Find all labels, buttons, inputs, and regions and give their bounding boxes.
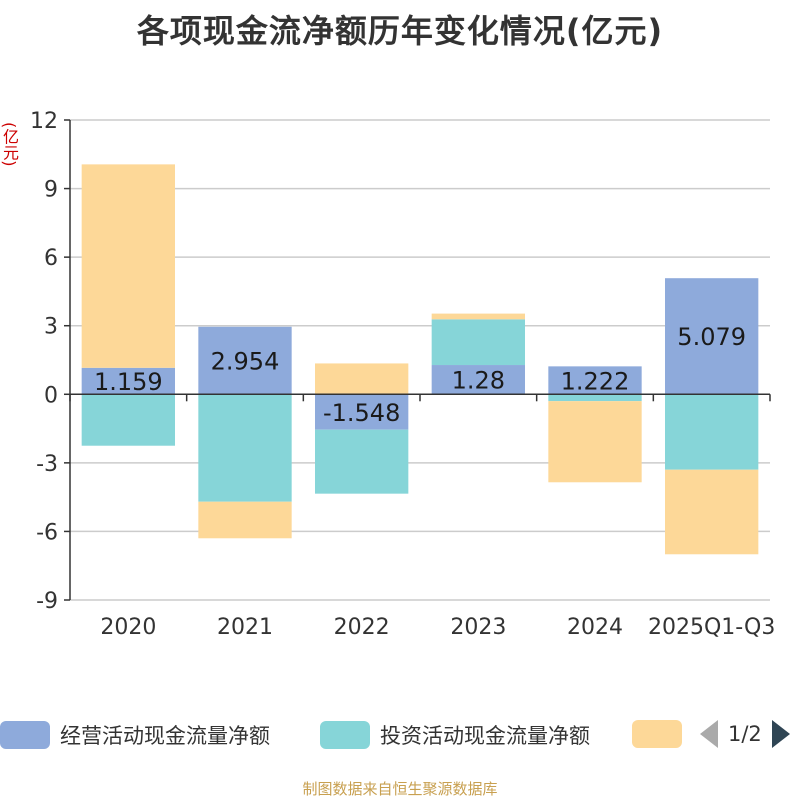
bar-financing[interactable] <box>315 363 409 395</box>
data-label: 5.079 <box>677 323 746 351</box>
bar-operating[interactable] <box>198 326 292 395</box>
legend-label-investing: 投资活动现金流量净额 <box>380 724 590 748</box>
legend-item-financing[interactable] <box>632 720 682 748</box>
y-tick-label: -9 <box>36 589 58 614</box>
x-tick-label: 2024 <box>567 615 623 640</box>
data-source-note: 制图数据来自恒生聚源数据库 <box>302 780 498 798</box>
x-tick-label: 2020 <box>100 615 156 640</box>
legend-item-operating[interactable]: 经营活动现金流量净额 <box>0 720 270 750</box>
bar-operating[interactable] <box>665 278 759 395</box>
grid-lines <box>70 119 770 601</box>
y-axis-unit-label: (亿元) <box>0 122 19 167</box>
legend-page-indicator: 1/2 <box>728 722 762 746</box>
legend: 经营活动现金流量净额 投资活动现金流量净额 1/2 <box>0 716 800 756</box>
bar-financing[interactable] <box>665 469 759 555</box>
legend-swatch-investing <box>320 721 370 749</box>
x-tick-label: 2025Q1-Q3 <box>648 615 775 640</box>
y-tick-label: 9 <box>44 178 58 203</box>
bar-investing[interactable] <box>81 394 175 446</box>
data-label: 1.159 <box>94 368 163 396</box>
legend-next-icon[interactable] <box>771 720 790 748</box>
bar-operating[interactable] <box>81 367 175 395</box>
chart-title: 各项现金流净额历年变化情况(亿元) <box>136 12 664 50</box>
bar-financing[interactable] <box>431 313 525 320</box>
bar-investing[interactable] <box>665 394 759 470</box>
bar-operating[interactable] <box>315 394 409 430</box>
data-label: -1.548 <box>323 399 400 427</box>
bar-financing[interactable] <box>81 164 175 368</box>
y-tick-label: 12 <box>30 109 58 134</box>
y-tick-label: -6 <box>36 520 58 545</box>
bar-financing[interactable] <box>548 401 642 483</box>
legend-prev-icon[interactable] <box>700 720 718 748</box>
bar-series <box>81 164 759 555</box>
bar-operating[interactable] <box>431 365 525 395</box>
y-tick-label: -3 <box>36 452 58 477</box>
y-tick-label: 0 <box>44 383 58 408</box>
axes: 12 9 6 3 0 -3 -6 -9 2020 2021 2022 2023 2024 2025Q1-Q… <box>30 109 775 640</box>
bar-operating[interactable] <box>548 366 642 395</box>
bar-investing[interactable] <box>431 319 525 366</box>
data-labels: 1.159 2.954 -1.548 1.28 1.222 5.079 <box>94 323 746 427</box>
bar-investing[interactable] <box>198 394 292 502</box>
bar-investing[interactable] <box>548 394 642 402</box>
bar-financing[interactable] <box>198 501 292 539</box>
legend-label-operating: 经营活动现金流量净额 <box>60 724 270 748</box>
x-tick-label: 2022 <box>334 615 390 640</box>
bar-investing[interactable] <box>315 429 409 494</box>
y-tick-label: 3 <box>44 315 58 340</box>
data-label: 2.954 <box>211 348 280 376</box>
legend-pager: 1/2 <box>700 720 790 748</box>
data-label: 1.222 <box>561 367 630 395</box>
x-tick-label: 2021 <box>217 615 273 640</box>
y-tick-label: 6 <box>44 246 58 271</box>
data-label: 1.28 <box>452 367 505 395</box>
legend-swatch-financing <box>632 720 682 748</box>
x-tick-label: 2023 <box>450 615 506 640</box>
legend-swatch-operating <box>0 721 50 749</box>
legend-item-investing[interactable]: 投资活动现金流量净额 <box>320 720 590 750</box>
